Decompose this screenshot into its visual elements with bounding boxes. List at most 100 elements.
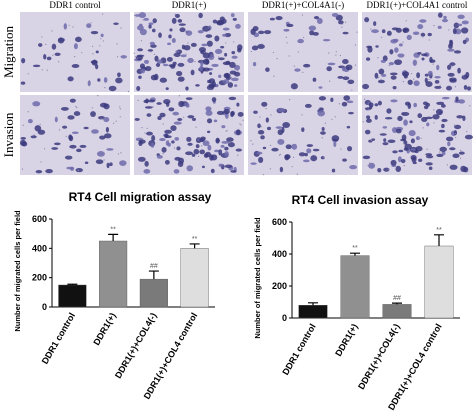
cell [221,141,230,144]
cell [291,143,298,150]
cell [386,108,392,114]
cell [64,155,73,160]
micrograph [248,95,358,175]
cell [115,77,123,84]
image-panels: DDR1 control DDR1(+) DDR1(+)+COL4A1(-) DDR1… [1,0,473,176]
cell [231,55,238,59]
pore [460,149,462,152]
cell [267,126,272,131]
cell [169,28,173,32]
pore [403,165,405,167]
cell [250,162,257,165]
cell [95,159,104,165]
pore [101,13,104,15]
cell [333,140,337,147]
pore [370,139,372,142]
cell [386,30,392,36]
cell [437,25,442,29]
y-axis-label: Number of migrated cells per field [13,210,22,332]
pore [225,130,227,132]
cell [436,153,444,158]
pore [101,118,103,120]
cell [428,166,433,171]
cell [403,147,409,151]
cell [106,162,110,169]
cell [71,131,79,134]
y-tick-label: 200 [32,273,47,283]
cell [140,68,146,74]
cell [143,169,151,174]
pore [377,57,379,59]
pore [362,121,364,123]
cell [63,23,68,30]
cell [341,101,348,107]
pore [203,51,206,53]
cell [191,153,196,157]
pore [329,80,331,82]
cell [417,51,422,55]
cell [67,76,74,82]
cell [73,43,78,50]
pore [116,43,118,45]
micrograph [20,12,130,92]
cell [224,52,228,57]
cell [136,54,145,58]
cell [407,102,412,110]
pore [272,51,275,54]
cell [153,73,159,81]
pore [43,148,46,150]
row-label: Invasion [1,112,16,157]
cell [265,117,269,123]
cell [455,96,459,102]
pore [335,51,337,53]
pore [341,26,343,28]
cell [368,139,373,143]
pore [340,148,342,150]
cell [232,17,237,21]
cell [464,134,473,140]
cell [343,95,351,101]
cell [202,140,210,147]
cell [457,67,461,74]
cell [366,45,373,49]
cell [423,105,429,110]
pore [387,168,389,171]
cell [425,155,434,159]
cell [199,65,204,72]
cell [234,64,241,71]
pore [402,80,404,83]
cell [388,61,395,66]
cell [421,57,425,61]
cell [283,28,290,32]
cell [236,102,240,107]
pore [133,52,135,54]
cell [257,43,265,50]
cell [187,115,195,119]
cell [207,144,212,151]
pore [451,65,453,68]
cell [166,56,173,62]
cell [441,151,446,156]
cell [200,60,204,67]
cell [205,34,213,38]
cell [412,31,420,35]
cell [174,13,180,18]
cell [380,59,386,63]
cell [20,81,26,85]
cell [197,29,204,34]
pore [162,153,164,155]
pore [173,54,175,56]
pore [328,52,330,54]
pore [144,132,146,134]
pore [22,124,24,126]
cell [297,38,304,44]
cell [69,98,76,103]
pore [81,51,83,54]
cell [321,126,325,131]
cell [263,30,272,35]
cell [219,16,225,22]
pore [433,122,435,124]
y-tick-label: 0 [42,302,47,312]
cell [394,47,399,53]
cell [35,169,43,174]
